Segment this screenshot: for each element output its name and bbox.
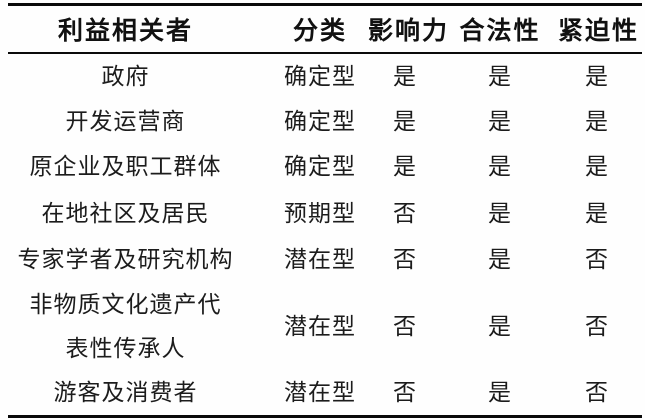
cell-influence: 是: [393, 154, 417, 179]
cell-legitimacy: 是: [488, 154, 512, 179]
cell-category: 潜在型: [284, 247, 356, 272]
cell-category: 确定型: [284, 154, 356, 179]
cell-stakeholder: 非物质文化遗产代 表性传承人: [8, 283, 243, 371]
cell-influence: 否: [393, 247, 417, 272]
cell-urgency: 是: [585, 109, 609, 134]
cell-stakeholder: 政府: [101, 64, 150, 89]
header-row: 利益相关者 分类 影响力 合法性 紧迫性: [8, 5, 642, 53]
cell-influence: 否: [393, 314, 417, 339]
table-row: 原企业及职工群体 确定型 是 是 是: [8, 144, 642, 190]
cell-category: 预期型: [284, 200, 356, 226]
cell-influence: 否: [393, 200, 417, 226]
cell-stakeholder: 专家学者及研究机构: [17, 247, 234, 272]
cell-legitimacy: 是: [488, 380, 512, 405]
cell-urgency: 是: [585, 200, 609, 226]
table-row: 开发运营商 确定型 是 是 是: [8, 100, 642, 144]
cell-influence: 否: [393, 380, 417, 405]
header-stakeholder: 利益相关者: [57, 17, 193, 45]
cell-category: 潜在型: [284, 314, 356, 339]
stakeholder-line-2: 表性传承人: [65, 336, 186, 361]
table-row: 游客及消费者 潜在型 否 是 否: [8, 371, 642, 417]
cell-urgency: 否: [585, 314, 609, 339]
cell-legitimacy: 是: [488, 200, 512, 226]
header-urgency: 紧迫性: [558, 17, 640, 45]
cell-stakeholder: 在地社区及居民: [41, 200, 210, 226]
cell-urgency: 是: [585, 154, 609, 179]
cell-legitimacy: 是: [488, 247, 512, 272]
cell-legitimacy: 是: [488, 314, 512, 339]
table-row: 专家学者及研究机构 潜在型 否 是 否: [8, 237, 642, 283]
cell-category: 确定型: [284, 109, 356, 134]
stakeholder-table: 利益相关者 分类 影响力 合法性 紧迫性 政府 确定型 是 是 是 开发运营商 …: [8, 3, 642, 418]
header-category: 分类: [292, 17, 347, 45]
cell-urgency: 是: [585, 64, 609, 89]
table-row: 非物质文化遗产代 表性传承人 潜在型 否 是 否: [8, 283, 642, 371]
cell-stakeholder: 原企业及职工群体: [29, 154, 222, 179]
header-legitimacy: 合法性: [459, 17, 541, 45]
stakeholder-line-1: 非物质文化遗产代: [29, 292, 222, 317]
cell-influence: 是: [393, 64, 417, 89]
cell-category: 潜在型: [284, 380, 356, 405]
cell-stakeholder: 开发运营商: [65, 109, 186, 134]
cell-influence: 是: [393, 109, 417, 134]
cell-stakeholder: 游客及消费者: [53, 380, 198, 405]
cell-urgency: 否: [585, 247, 609, 272]
cell-legitimacy: 是: [488, 109, 512, 134]
cell-legitimacy: 是: [488, 64, 512, 89]
table-row: 政府 确定型 是 是 是: [8, 53, 642, 100]
cell-category: 确定型: [284, 64, 356, 89]
table-row: 在地社区及居民 预期型 否 是 是: [8, 190, 642, 237]
cell-urgency: 否: [585, 380, 609, 405]
header-influence: 影响力: [368, 17, 450, 45]
